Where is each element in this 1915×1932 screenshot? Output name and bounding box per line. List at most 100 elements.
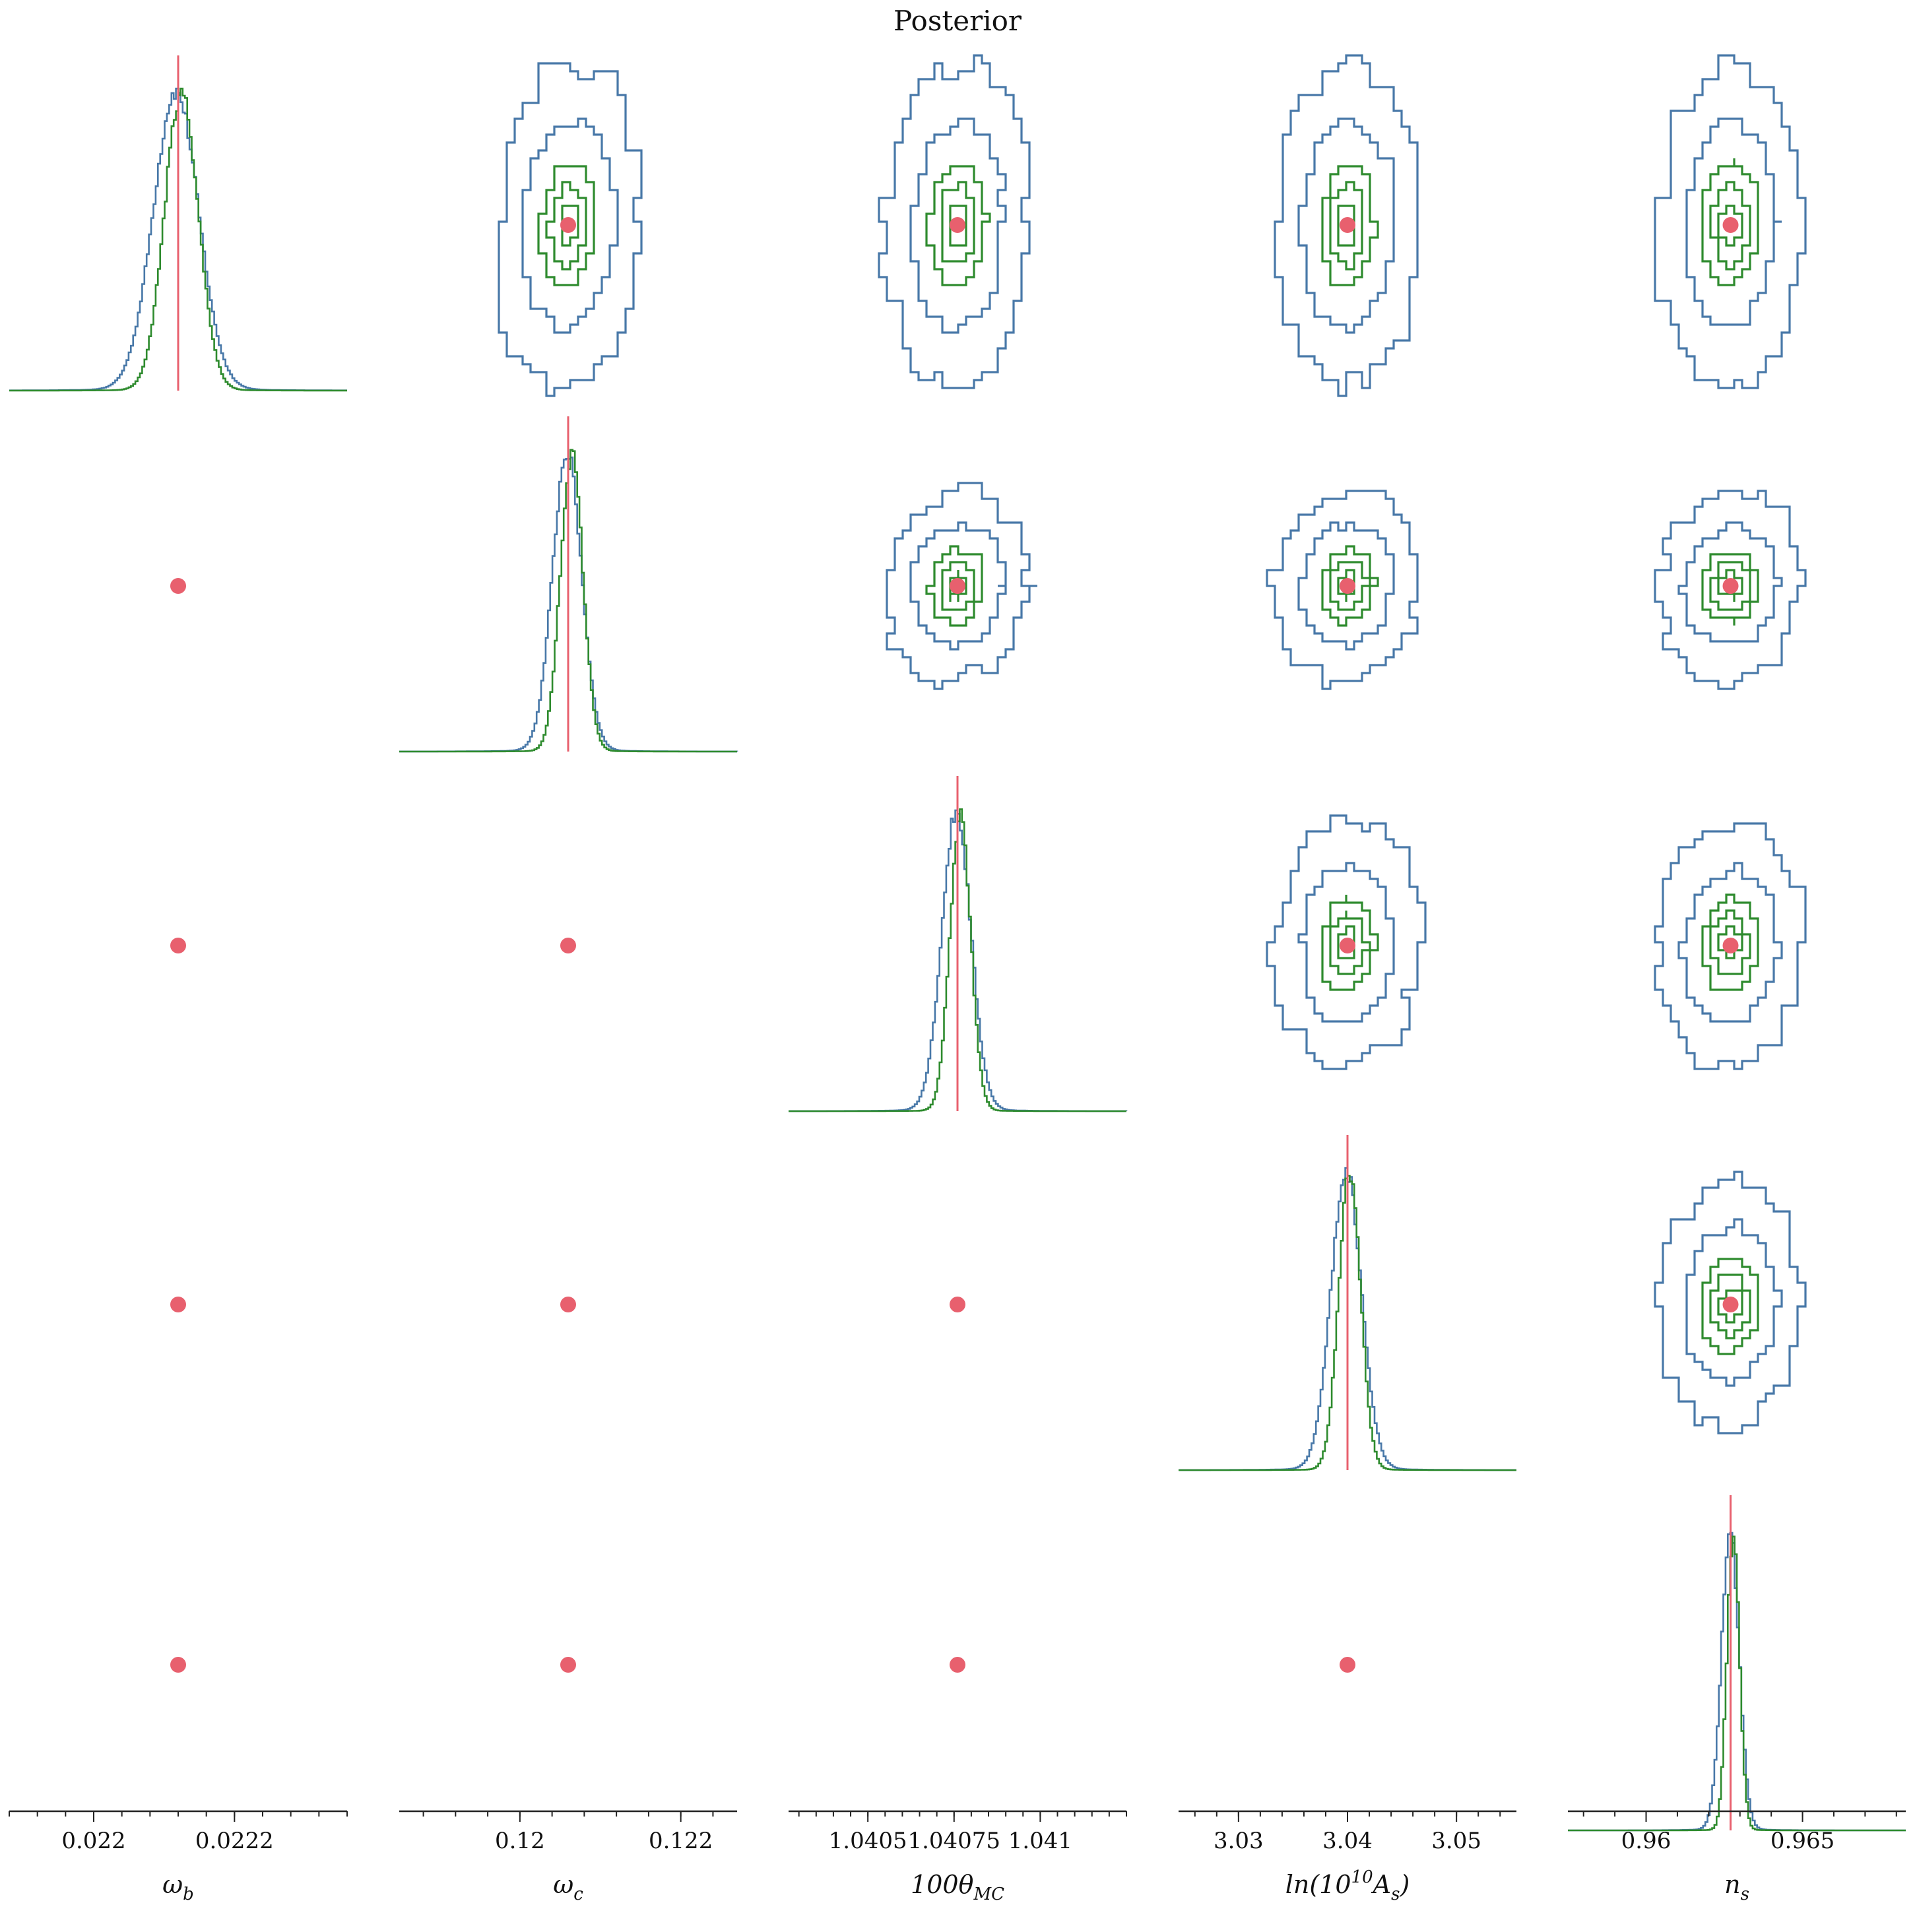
truth-point bbox=[1340, 578, 1355, 594]
diag-panel-omega_c bbox=[399, 416, 738, 753]
contour-green-3 bbox=[1329, 181, 1363, 271]
truth-point bbox=[1340, 938, 1355, 953]
tick-label: 0.0222 bbox=[195, 1828, 274, 1854]
tick-label: 0.12 bbox=[495, 1828, 545, 1854]
contour-green-4 bbox=[1717, 569, 1743, 602]
truth-marker-n_s-omega_c bbox=[560, 1657, 576, 1673]
contour-blue-0 bbox=[498, 62, 643, 397]
contour-green-3 bbox=[1709, 1273, 1751, 1339]
contour-blue-0 bbox=[1654, 490, 1807, 690]
hist-green-n_s bbox=[1568, 1535, 1906, 1832]
contour-green-4 bbox=[1717, 925, 1743, 959]
contour-panel-omega_c-ln_as bbox=[1266, 490, 1419, 690]
contour-blue-0 bbox=[886, 482, 1037, 690]
contour-panel-omega_b-n_s bbox=[1654, 54, 1807, 389]
tick-label: 1.04075 bbox=[907, 1828, 1000, 1854]
contour-green-4 bbox=[1337, 925, 1355, 959]
truth-point bbox=[950, 217, 965, 233]
contour-blue-1 bbox=[1677, 862, 1783, 1023]
contour-panel-omega_c-n_s bbox=[1654, 490, 1807, 690]
contour-panel-ln_as-n_s bbox=[1654, 1171, 1807, 1434]
contour-panel-omega_b-omega_c bbox=[498, 62, 643, 397]
tick-label: 1.041 bbox=[1008, 1828, 1072, 1854]
contour-green-2 bbox=[1701, 158, 1759, 286]
contour-green-4 bbox=[949, 570, 967, 602]
contour-blue-1 bbox=[1685, 1218, 1783, 1387]
truth-marker-ln_as-omega_b bbox=[170, 1297, 186, 1312]
axis-label-omega_c: ωc bbox=[553, 1870, 583, 1904]
contour-blue-1 bbox=[1685, 117, 1782, 326]
contour-blue-1 bbox=[1297, 117, 1395, 334]
contour-green-2 bbox=[1321, 895, 1379, 991]
truth-marker-n_s-theta_mc bbox=[950, 1657, 965, 1673]
contour-blue-0 bbox=[1266, 814, 1427, 1070]
panels bbox=[9, 54, 1906, 1832]
contour-panel-omega_b-ln_as bbox=[1274, 54, 1419, 397]
contour-green-4 bbox=[949, 205, 967, 247]
truth-marker-ln_as-omega_c bbox=[560, 1297, 576, 1312]
truth-point bbox=[1340, 217, 1355, 233]
contour-green-3 bbox=[1329, 911, 1371, 975]
tick-label: 3.03 bbox=[1214, 1828, 1264, 1854]
chart-title: Posterior bbox=[893, 5, 1022, 37]
contour-green-2 bbox=[925, 165, 991, 286]
contour-green-3 bbox=[1709, 181, 1751, 271]
axis-label-theta_mc: 100θMC bbox=[911, 1870, 1004, 1904]
contour-green-4 bbox=[1717, 1289, 1743, 1324]
contour-blue-1 bbox=[909, 521, 1007, 651]
tick-label: 0.022 bbox=[61, 1828, 125, 1854]
contour-green-3 bbox=[1709, 561, 1751, 611]
tick-label: 3.05 bbox=[1431, 1828, 1481, 1854]
truth-point bbox=[560, 217, 576, 233]
truth-point bbox=[1722, 217, 1739, 233]
tick-label: 0.96 bbox=[1621, 1828, 1672, 1854]
contour-green-4 bbox=[1717, 205, 1743, 247]
tick-label: 3.04 bbox=[1322, 1828, 1373, 1854]
contour-green-3 bbox=[941, 561, 975, 611]
x-axis-ln_as: 3.03 3.04 3.05 ln(1010As) bbox=[1179, 1810, 1516, 1904]
contour-green-2 bbox=[1321, 165, 1379, 286]
truth-marker-n_s-omega_b bbox=[170, 1657, 186, 1673]
contour-green-3 bbox=[545, 181, 587, 271]
contour-green-3 bbox=[1329, 561, 1371, 611]
axis-label-ln_as: ln(1010As) bbox=[1285, 1867, 1410, 1904]
hist-green-theta_mc bbox=[789, 808, 1126, 1112]
contour-green-4 bbox=[1337, 205, 1355, 247]
contour-panel-theta_mc-ln_as bbox=[1266, 814, 1427, 1070]
truth-marker-theta_mc-omega_b bbox=[170, 938, 186, 953]
contour-green-2 bbox=[1701, 1258, 1759, 1355]
contour-panel-theta_mc-n_s bbox=[1654, 822, 1807, 1070]
contour-blue-0 bbox=[878, 54, 1031, 389]
truth-point bbox=[950, 578, 965, 594]
tick-label: 0.965 bbox=[1770, 1828, 1834, 1854]
diag-panel-n_s bbox=[1568, 1495, 1906, 1832]
truth-marker-theta_mc-omega_c bbox=[560, 938, 576, 953]
contour-blue-1 bbox=[1297, 521, 1395, 651]
axis-label-omega_b: ωb bbox=[162, 1870, 194, 1904]
contour-green-3 bbox=[1709, 909, 1751, 975]
contour-blue-0 bbox=[1654, 54, 1807, 389]
diag-panel-ln_as bbox=[1179, 1135, 1516, 1471]
contour-green-2 bbox=[1701, 553, 1759, 626]
contour-blue-1 bbox=[521, 117, 619, 334]
contour-green-2 bbox=[1321, 545, 1379, 627]
contour-green-2 bbox=[925, 545, 983, 627]
truth-point bbox=[1722, 938, 1739, 953]
contour-panel-omega_b-theta_mc bbox=[878, 54, 1031, 389]
contour-blue-0 bbox=[1274, 54, 1419, 397]
x-axis-omega_c: 0.12 0.122 ωc bbox=[399, 1810, 737, 1904]
truth-marker-ln_as-theta_mc bbox=[950, 1297, 965, 1312]
truth-point bbox=[1722, 578, 1739, 594]
contour-blue-1 bbox=[1677, 521, 1783, 643]
truth-marker-omega_c-omega_b bbox=[170, 578, 186, 594]
truth-point bbox=[1722, 1297, 1739, 1312]
tick-label: 1.0405 bbox=[829, 1828, 907, 1854]
contour-blue-1 bbox=[1297, 862, 1395, 1023]
contour-green-3 bbox=[941, 181, 975, 263]
hist-green-omega_c bbox=[399, 449, 737, 753]
contour-blue-0 bbox=[1654, 1171, 1807, 1434]
contour-green-2 bbox=[537, 165, 595, 286]
